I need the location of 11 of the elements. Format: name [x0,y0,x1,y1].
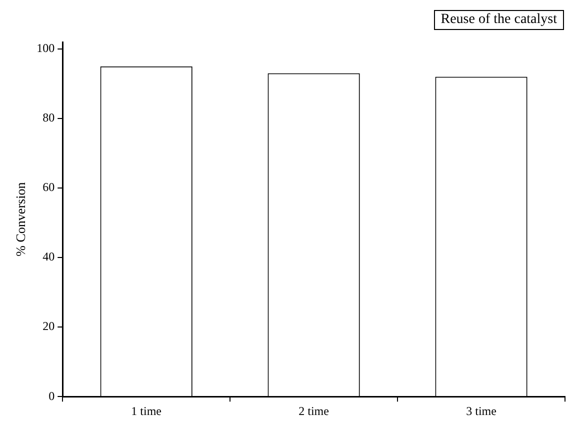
y-tick-label: 40 [42,250,55,264]
x-tick-label: 3 time [466,404,496,418]
x-tick-label: 1 time [131,404,162,418]
y-tick-label: 0 [48,388,55,403]
chart-title: Reuse of the catalyst [434,10,564,30]
y-tick-label: 60 [42,180,55,194]
y-tick-label: 80 [42,110,55,125]
y-tick-label: 100 [36,41,55,56]
y-tick-label: 20 [42,319,55,334]
x-tick-label: 2 time [298,404,329,418]
y-axis-title: % Conversion [13,182,28,256]
